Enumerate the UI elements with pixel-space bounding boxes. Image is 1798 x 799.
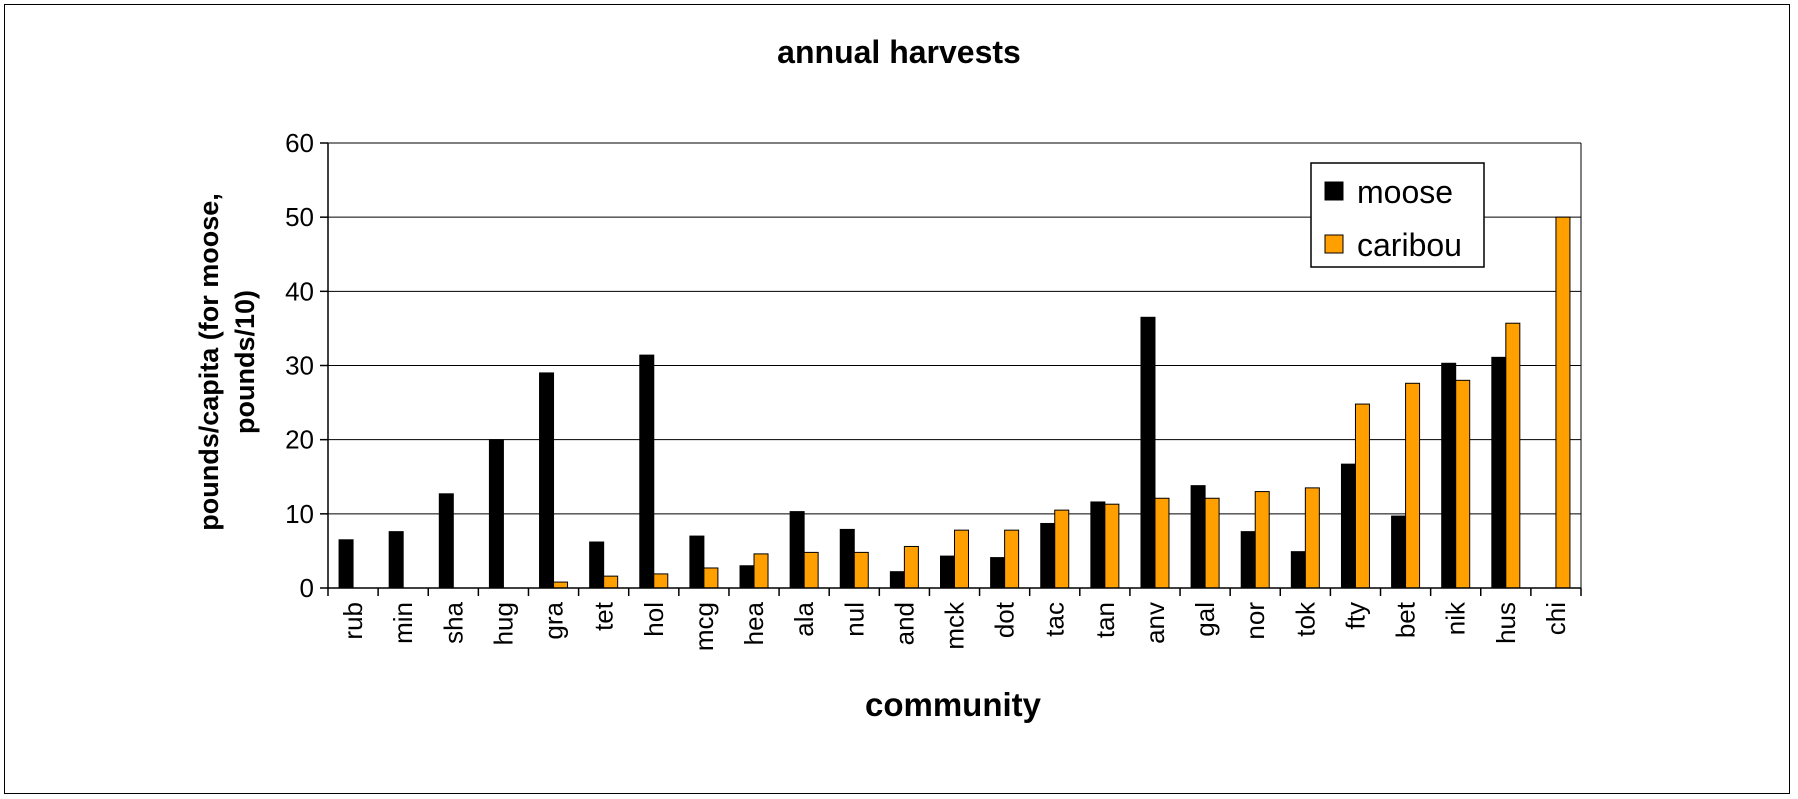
x-tick-label: tan: [1090, 602, 1120, 638]
y-tick-label: 60: [285, 128, 314, 158]
gridlines: [328, 142, 1581, 515]
x-tick-label: tac: [1040, 602, 1070, 637]
bar-caribou-gal: [1204, 497, 1220, 589]
y-tick-label: 30: [285, 351, 314, 381]
x-tick-label: nor: [1240, 602, 1270, 640]
y-axis-title: pounds/capita (for moose, pounds/10): [194, 193, 260, 531]
bar-moose-gra: [539, 372, 555, 589]
bar-moose-gal: [1190, 485, 1206, 589]
bar-caribou-mcg: [703, 567, 719, 589]
bar-moose-hea: [739, 565, 755, 589]
y-axis-title-line-1: pounds/capita (for moose,: [194, 193, 224, 531]
bar-caribou-mck: [954, 529, 969, 589]
legend: moose caribou: [1310, 162, 1485, 268]
x-tick-label: and: [889, 602, 919, 645]
x-tick-label: mcg: [689, 602, 719, 651]
x-axis-title: community: [865, 686, 1042, 723]
bar-moose-nor: [1240, 531, 1256, 589]
bar-caribou-tac: [1054, 509, 1070, 589]
bar-moose-and: [889, 571, 905, 589]
bar-caribou-tet: [603, 575, 619, 589]
x-tick-label: tok: [1290, 601, 1320, 637]
bar-caribou-tan: [1104, 503, 1120, 589]
legend-swatch-caribou: [1324, 234, 1344, 254]
bar-moose-nul: [839, 528, 855, 589]
x-tick-label: gra: [539, 601, 569, 639]
x-tick-label: min: [388, 602, 418, 644]
bar-caribou-chi: [1555, 216, 1571, 589]
bar-moose-tet: [589, 541, 605, 589]
x-tick-label: ala: [789, 601, 819, 636]
bar-moose-min: [388, 531, 404, 589]
bar-caribou-gra: [553, 581, 569, 589]
bar-caribou-hea: [753, 553, 769, 589]
bar-moose-rub: [338, 539, 354, 589]
bar-moose-tan: [1090, 501, 1106, 589]
bar-moose-hug: [488, 439, 504, 589]
x-tick-label: gal: [1190, 602, 1220, 637]
x-tick-label: tet: [589, 601, 619, 631]
bar-caribou-nor: [1254, 491, 1270, 589]
bar-caribou-hol: [653, 573, 669, 589]
x-tick-label: nul: [839, 602, 869, 637]
legend-label-caribou: caribou: [1357, 227, 1462, 263]
bar-moose-dot: [990, 557, 1006, 589]
y-tick-label: 40: [285, 276, 314, 306]
bar-caribou-hus: [1505, 322, 1521, 589]
bar-moose-tok: [1290, 551, 1306, 589]
x-tick-label: hea: [739, 601, 769, 645]
x-tick-label: hol: [639, 602, 669, 637]
x-tick-label: mck: [940, 601, 970, 650]
bar-caribou-fty: [1354, 403, 1370, 589]
x-tick-label: hug: [488, 602, 518, 645]
x-tick-labels: rub min sha hug gra tet hol mcg hea ala nul and mck d…: [338, 601, 1571, 651]
bar-moose-nik: [1441, 362, 1457, 589]
bar-moose-sha: [438, 493, 454, 589]
y-tick-label: 20: [285, 425, 314, 455]
bar-moose-mcg: [689, 535, 705, 589]
bar-caribou-bet: [1405, 382, 1421, 589]
x-tick-label: rub: [338, 602, 368, 640]
bar-caribou-nik: [1455, 379, 1471, 589]
bars: [338, 216, 1571, 589]
bar-caribou-tok: [1304, 487, 1320, 589]
y-axis-title-line-2: pounds/10): [230, 290, 260, 434]
x-tick-label: hus: [1491, 602, 1521, 644]
y-tick-labels: 0 10 20 30 40 50 60: [285, 128, 314, 603]
bar-moose-mck: [940, 555, 955, 589]
x-tick-label: bet: [1391, 601, 1421, 638]
x-tick-label: sha: [438, 601, 468, 643]
x-tick-label: fty: [1340, 602, 1370, 629]
bar-moose-ala: [789, 511, 805, 589]
bar-caribou-and: [903, 545, 919, 589]
bar-moose-tac: [1040, 522, 1056, 589]
legend-swatch-moose: [1324, 181, 1344, 201]
y-tick-label: 10: [285, 499, 314, 529]
bar-moose-hus: [1491, 356, 1507, 589]
bar-moose-anv: [1140, 316, 1156, 589]
legend-label-moose: moose: [1357, 174, 1453, 210]
bar-caribou-ala: [803, 551, 819, 589]
x-tick-label: dot: [990, 601, 1020, 638]
bar-moose-hol: [639, 354, 655, 589]
bar-caribou-anv: [1154, 497, 1170, 589]
y-tick-label: 0: [300, 573, 314, 603]
y-tick-label: 50: [285, 202, 314, 232]
bar-caribou-nul: [853, 551, 869, 589]
bar-moose-fty: [1340, 463, 1356, 589]
x-tick-label: anv: [1140, 602, 1170, 644]
x-tick-label: nik: [1441, 601, 1471, 635]
chart-title: annual harvests: [777, 34, 1021, 70]
x-tick-label: chi: [1541, 602, 1571, 635]
axes: [320, 142, 1582, 596]
bar-caribou-dot: [1004, 529, 1020, 589]
bar-moose-bet: [1391, 515, 1407, 589]
